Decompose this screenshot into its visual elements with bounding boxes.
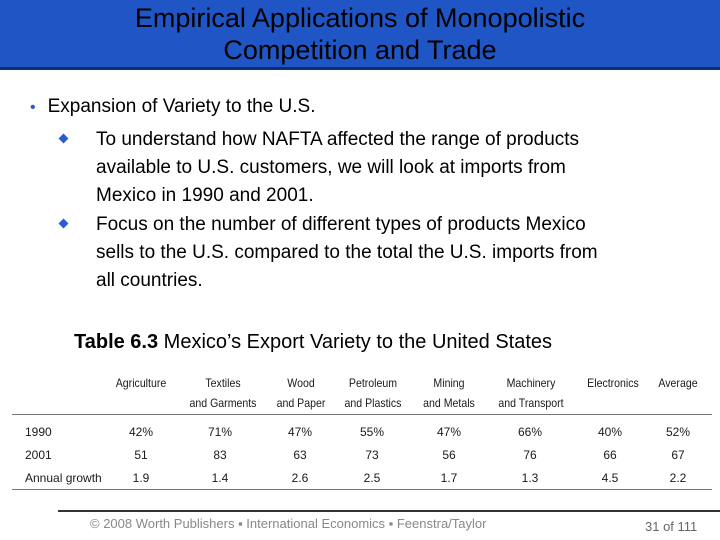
sub-bullet-2: Focus on the number of different types o… xyxy=(58,211,598,295)
column-header-line: and Garments xyxy=(189,396,257,410)
column-header-line: Agriculture xyxy=(115,376,167,390)
main-bullet-text: Expansion of Variety to the U.S. xyxy=(47,96,316,117)
table-cell: 55% xyxy=(359,425,385,439)
page-number: 31 of 111 xyxy=(645,519,698,534)
column-header-petroleum: Petroleum and Plastics xyxy=(341,373,404,413)
table-cell: 1.7 xyxy=(440,471,458,485)
table-cell: 52% xyxy=(665,425,691,439)
column-header-line: Mining xyxy=(433,376,465,390)
sub-bullet-line: Focus on the number of different types o… xyxy=(96,214,586,235)
slide-title-line-1: Empirical Applications of Monopolistic xyxy=(134,3,586,33)
table-cell: 66% xyxy=(517,425,543,439)
column-header-wood: Wood and Paper xyxy=(272,373,330,413)
table-cell: 2.5 xyxy=(363,471,381,485)
footer-divider xyxy=(58,510,720,512)
column-header-line: Textiles xyxy=(205,376,241,390)
table-cell: 1.9 xyxy=(132,471,150,485)
column-header-line: and Transport xyxy=(498,396,564,410)
table-cell: 1.3 xyxy=(521,471,539,485)
column-header-line: and Paper xyxy=(276,396,326,410)
column-header-line: Average xyxy=(658,376,698,390)
table-bottom-rule xyxy=(12,489,712,490)
diamond-bullet-icon xyxy=(58,133,69,144)
table-cell: 47% xyxy=(287,425,313,439)
column-header-line: Electronics xyxy=(587,376,639,390)
table-cell: 56 xyxy=(442,448,456,462)
table-cell: 1.4 xyxy=(211,471,229,485)
table-cell: 83 xyxy=(213,448,227,462)
table-caption-title: Mexico’s Export Variety to the United St… xyxy=(158,331,553,353)
slide-title-line-2: Competition and Trade xyxy=(223,35,497,65)
column-header-textiles: Textiles and Garments xyxy=(187,373,259,413)
table-cell: 42% xyxy=(128,425,154,439)
main-bullet: • Expansion of Variety to the U.S. xyxy=(30,96,316,118)
column-header-average: Average xyxy=(655,373,701,393)
column-header-agriculture: Agriculture xyxy=(108,373,173,393)
row-label-annual-growth: Annual growth xyxy=(25,471,102,485)
table-cell: 73 xyxy=(365,448,379,462)
sub-bullet-line: available to U.S. customers, we will loo… xyxy=(96,157,566,178)
column-header-line: Machinery xyxy=(506,376,556,390)
table-cell: 51 xyxy=(134,448,148,462)
sub-bullet-line: all countries. xyxy=(96,270,203,291)
table-cell: 2.2 xyxy=(669,471,687,485)
table-header-rule xyxy=(12,414,712,415)
table-cell: 71% xyxy=(207,425,233,439)
title-bar: Empirical Applications of Monopolistic C… xyxy=(0,0,720,70)
table-cell: 67 xyxy=(671,448,685,462)
column-header-mining: Mining and Metals xyxy=(418,373,480,413)
footer-copyright: © 2008 Worth Publishers ▪ International … xyxy=(90,516,487,531)
table-cell: 40% xyxy=(597,425,623,439)
table-cell: 4.5 xyxy=(601,471,619,485)
column-header-line: Petroleum xyxy=(348,376,398,390)
table-caption: Table 6.3 Mexico’s Export Variety to the… xyxy=(74,331,552,354)
table-caption-number: Table 6.3 xyxy=(74,331,159,353)
diamond-bullet-icon xyxy=(58,218,69,229)
column-header-machinery: Machinery and Transport xyxy=(494,373,568,413)
row-label-1990: 1990 xyxy=(25,425,52,439)
table-cell: 47% xyxy=(436,425,462,439)
table-cell: 66 xyxy=(603,448,617,462)
table-cell: 76 xyxy=(523,448,537,462)
column-header-line: and Plastics xyxy=(344,396,402,410)
column-header-line: Wood xyxy=(287,376,315,390)
column-header-line: and Metals xyxy=(423,396,475,410)
sub-bullet-line: sells to the U.S. compared to the total … xyxy=(96,242,598,263)
sub-bullet-1: To understand how NAFTA affected the ran… xyxy=(58,126,580,210)
sub-bullet-line: To understand how NAFTA affected the ran… xyxy=(96,129,580,150)
bullet-dot-icon: • xyxy=(30,99,36,116)
column-header-electronics: Electronics xyxy=(581,373,644,393)
table-cell: 2.6 xyxy=(291,471,309,485)
sub-bullet-line: Mexico in 1990 and 2001. xyxy=(96,185,314,206)
table-cell: 63 xyxy=(293,448,307,462)
row-label-2001: 2001 xyxy=(25,448,52,462)
